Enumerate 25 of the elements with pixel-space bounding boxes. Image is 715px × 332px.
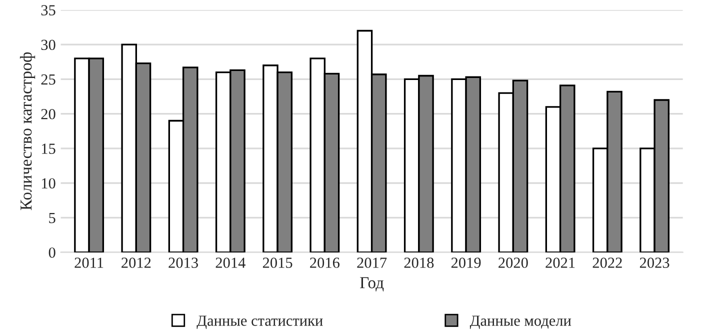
x-tick-label: 2021 xyxy=(546,258,575,268)
x-tick-label: 2016 xyxy=(310,258,340,268)
y-tick-label: 10 xyxy=(42,178,56,189)
x-tick-label: 2013 xyxy=(168,258,198,268)
y-tick-label: 0 xyxy=(48,247,56,258)
y-tick-label: 25 xyxy=(41,74,56,85)
x-tick-label: 2014 xyxy=(216,258,246,268)
x-axis-title: Год xyxy=(360,277,384,292)
x-tick-label: 2019 xyxy=(451,258,481,268)
legend-label: Данные модели xyxy=(470,316,572,329)
x-tick-label: 2018 xyxy=(404,258,434,268)
x-tick-label: 2015 xyxy=(262,258,292,268)
x-tick-label: 2011 xyxy=(74,258,104,268)
x-tick-label: 2020 xyxy=(498,258,528,268)
x-tick-label: 2023 xyxy=(640,258,670,268)
x-tick-label: 2012 xyxy=(122,258,151,268)
y-tick-label: 30 xyxy=(41,40,56,50)
x-tick-label: 2017 xyxy=(357,258,387,268)
y-tick-label: 5 xyxy=(49,212,56,224)
y-tick-label: 15 xyxy=(42,144,56,154)
legend-label: Данные статистики xyxy=(196,316,323,329)
y-tick-label: 35 xyxy=(41,5,56,16)
y-tick-label: 20 xyxy=(41,108,56,120)
x-tick-label: 2022 xyxy=(592,258,622,268)
y-axis-title: Количество катастроф xyxy=(20,52,36,210)
